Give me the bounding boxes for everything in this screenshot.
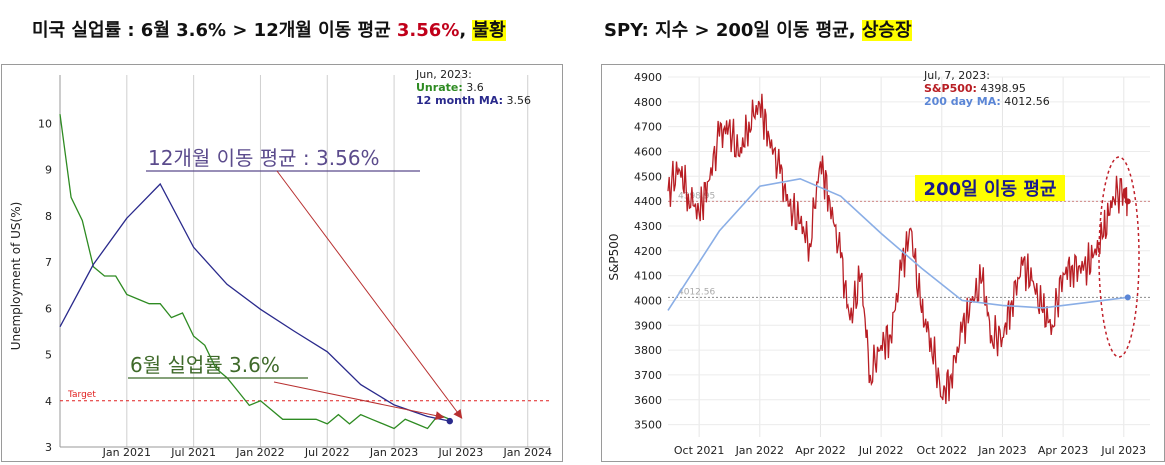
y-tick-label: 3600 — [634, 394, 662, 407]
y-tick-label: 4700 — [634, 121, 662, 134]
x-tick-label: Jan 2022 — [735, 444, 784, 457]
unemployment-chart: Jan 2021 Jul 2021 Jan 2022 Jul 2022 Jan 2023… — [9, 68, 552, 459]
recent-trend-ellipse — [1098, 156, 1140, 358]
y-tick-label: 4900 — [634, 71, 662, 84]
y-tick-label: 4100 — [634, 270, 662, 283]
sp500-chart: Oct 2021 Jan 2022 Apr 2022 Jul 2022 Oct 2022… — [607, 69, 1150, 457]
ma12-annotation: 12개월 이동 평균 : 3.56% — [148, 146, 380, 170]
x-tick-label: Jan 2021 — [102, 446, 151, 459]
x-tick-label: Jul 2023 — [438, 446, 484, 459]
y-tick-label: 3700 — [634, 369, 662, 382]
reference-line-label: 4398.95 — [678, 191, 715, 201]
sp500-series-line — [667, 93, 1129, 404]
y-tick-label: 3500 — [634, 419, 662, 432]
left-chart-heading: 미국 실업률 : 6월 3.6% > 12개월 이동 평균 3.56%, 불황 — [32, 16, 506, 42]
ma12-annotation-arrow — [276, 170, 463, 419]
unemployment-chart-panel: Jan 2021 Jul 2021 Jan 2022 Jul 2022 Jan 2023… — [1, 64, 563, 462]
y-tick-label: 6 — [45, 302, 52, 315]
x-tick-label: Jan 2023 — [369, 446, 418, 459]
left-heading-prefix: 미국 실업률 : 6월 3.6% > 12개월 이동 평균 — [32, 20, 397, 41]
legend-ma200: 200 day MA: 4012.56 — [924, 95, 1050, 108]
y-tick-label: 3800 — [634, 344, 662, 357]
ma12-series-line — [59, 182, 450, 422]
left-heading-ma-value: 3.56% — [396, 20, 460, 41]
x-tick-label: Apr 2023 — [1038, 444, 1089, 457]
y-tick-label: 4500 — [634, 170, 662, 183]
x-tick-label: Apr 2022 — [795, 444, 846, 457]
ma200-last-point — [1124, 294, 1131, 301]
legend-date: Jun, 2023: — [415, 68, 472, 81]
y-tick-label: 4 — [45, 395, 52, 408]
left-heading-comma: , — [459, 20, 467, 41]
legend-ma12: 12 month MA: 3.56 — [416, 94, 531, 107]
y-tick-label: 4800 — [634, 96, 662, 109]
x-tick-label: Jan 2024 — [503, 446, 552, 459]
y-tick-label: 9 — [45, 164, 52, 177]
ma200-annotation-highlight — [915, 175, 1065, 201]
y-axis-label: Unemployment of US(%) — [9, 202, 23, 351]
y-tick-label: 3900 — [634, 319, 662, 332]
x-tick-label: Jul 2022 — [304, 446, 350, 459]
reference-line-label: 4012.56 — [678, 287, 715, 297]
ma200-series-line — [667, 177, 1128, 311]
unrate-annotation: 6월 실업률 3.6% — [130, 353, 280, 377]
x-tick-label: Oct 2021 — [674, 444, 725, 457]
y-tick-label: 5 — [45, 349, 52, 362]
x-tick-label: Jul 2022 — [858, 444, 904, 457]
legend-date: Jul, 7, 2023: — [923, 69, 990, 82]
y-tick-label: 7 — [45, 256, 52, 269]
y-tick-label: 4000 — [634, 294, 662, 307]
x-tick-label: Jan 2023 — [977, 444, 1026, 457]
y-tick-label: 4400 — [634, 195, 662, 208]
x-tick-label: Oct 2022 — [917, 444, 968, 457]
y-tick-label: 3 — [45, 441, 52, 454]
unrate-annotation-arrow — [273, 381, 445, 421]
ma200-annotation: 200일 이동 평균 — [924, 179, 1057, 200]
sp500-last-point — [1124, 198, 1131, 205]
right-heading-verdict: 상승장 — [861, 20, 912, 41]
right-chart-heading: SPY: 지수 > 200일 이동 평균, 상승장 — [604, 16, 912, 42]
target-label: Target — [67, 390, 96, 400]
x-tick-label: Jul 2021 — [170, 446, 216, 459]
x-tick-label: Jul 2023 — [1100, 444, 1146, 457]
legend-unrate: Unrate: 3.6 — [416, 81, 484, 94]
y-axis-label: S&P500 — [607, 233, 621, 280]
y-tick-label: 8 — [45, 210, 52, 223]
y-tick-label: 4600 — [634, 145, 662, 158]
x-tick-label: Jan 2022 — [235, 446, 284, 459]
ma12-last-point — [446, 417, 453, 425]
unrate-series-line — [59, 114, 451, 430]
y-tick-label: 10 — [38, 117, 52, 130]
y-tick-label: 4300 — [634, 220, 662, 233]
legend-sp500: S&P500: 4398.95 — [924, 82, 1026, 95]
left-heading-verdict: 불황 — [472, 20, 506, 41]
right-heading-prefix: SPY: 지수 > 200일 이동 평균, — [604, 20, 862, 41]
sp500-chart-panel: Oct 2021 Jan 2022 Apr 2022 Jul 2022 Oct 2022… — [601, 64, 1165, 462]
y-tick-label: 4200 — [634, 245, 662, 258]
